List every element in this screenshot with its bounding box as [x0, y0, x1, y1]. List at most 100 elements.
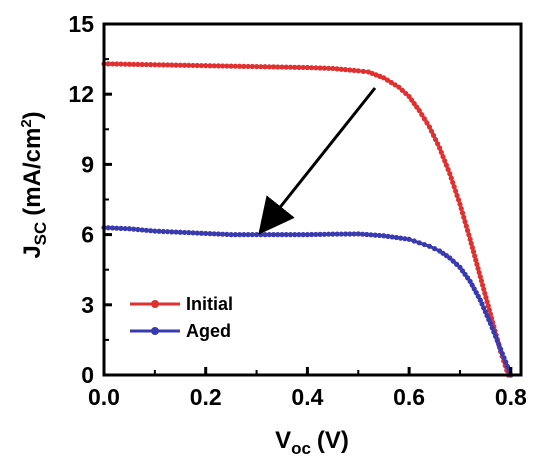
series-point-initial	[309, 65, 315, 71]
series-point-aged	[207, 231, 213, 237]
series-point-aged	[245, 232, 251, 238]
series-point-aged	[241, 232, 247, 238]
x-tick-label-3: 0.6	[393, 384, 425, 410]
series-point-aged	[135, 226, 141, 233]
y-axis-title-unit-pre: (mA/cm	[19, 128, 46, 216]
series-point-aged	[431, 246, 438, 252]
series-point-initial	[126, 61, 133, 67]
series-point-initial	[435, 141, 441, 147]
series-point-initial	[321, 65, 327, 71]
y-tick-label-3: 9	[81, 151, 94, 177]
x-axis-title-main: V	[275, 427, 291, 454]
series-point-initial	[241, 63, 247, 69]
legend: Initial Aged	[130, 294, 233, 341]
x-tick-label-4: 0.8	[495, 384, 527, 410]
series-point-aged	[249, 232, 255, 238]
series-point-aged	[224, 231, 230, 238]
series-point-aged	[381, 233, 387, 239]
series-point-initial	[485, 303, 491, 309]
series-point-aged	[481, 305, 487, 311]
series-point-initial	[249, 63, 255, 70]
series-point-initial	[432, 136, 439, 143]
y-tick-label-1: 3	[81, 292, 94, 318]
y-tick-label-4: 12	[68, 81, 94, 107]
series-point-aged	[105, 225, 111, 231]
series-point-aged	[152, 228, 158, 234]
series-point-initial	[198, 62, 205, 69]
series-point-aged	[330, 231, 336, 237]
series-point-aged	[484, 313, 490, 319]
series-line-aged	[103, 226, 513, 376]
series-point-aged	[501, 355, 507, 361]
series-point-aged	[296, 232, 302, 238]
series-point-initial	[454, 192, 460, 199]
series-point-initial	[105, 61, 111, 67]
series-point-initial	[399, 87, 405, 93]
y-axis-title-unit-post: )	[19, 111, 46, 119]
series-point-initial	[481, 286, 487, 292]
series-point-initial	[181, 62, 188, 68]
series-point-aged	[450, 258, 456, 264]
series-point-initial	[304, 64, 311, 71]
series-point-initial	[177, 62, 183, 68]
series-point-initial	[468, 240, 474, 247]
series-point-aged	[489, 325, 495, 331]
series-point-initial	[300, 64, 306, 71]
series-point-initial	[122, 61, 128, 67]
series-point-aged	[447, 255, 453, 261]
x-tick-label-1: 0.2	[190, 384, 222, 410]
series-point-initial	[428, 128, 435, 134]
series-point-initial	[211, 63, 217, 69]
series-point-initial	[437, 145, 443, 151]
series-point-initial	[477, 274, 483, 280]
series-point-aged	[338, 231, 344, 237]
legend-item-initial: Initial	[130, 294, 233, 314]
series-point-initial	[421, 116, 427, 122]
series-point-initial	[342, 67, 349, 73]
x-tick-label-0: 0.0	[88, 384, 120, 410]
series-point-aged	[122, 225, 128, 232]
series-point-initial	[381, 75, 387, 81]
y-axis-title-main: J	[19, 245, 46, 258]
legend-item-aged: Aged	[130, 321, 231, 341]
series-point-initial	[430, 132, 437, 138]
series-point-aged	[368, 232, 374, 238]
series-point-initial	[313, 65, 319, 71]
series-point-aged	[198, 230, 205, 236]
series-point-aged	[232, 232, 238, 238]
series-point-initial	[426, 124, 433, 130]
series-point-initial	[484, 299, 490, 305]
series-point-aged	[334, 231, 340, 237]
series-point-aged	[351, 231, 357, 237]
series-point-initial	[351, 67, 357, 74]
series-point-aged	[364, 231, 370, 238]
series-point-aged	[253, 232, 260, 238]
series-point-aged	[148, 228, 154, 234]
series-point-initial	[114, 61, 120, 67]
series-point-initial	[479, 282, 486, 288]
series-point-aged	[504, 363, 511, 370]
series-point-initial	[275, 64, 281, 70]
series-point-initial	[317, 65, 323, 71]
series-point-initial	[486, 307, 492, 313]
series-point-initial	[279, 64, 285, 70]
legend-label-aged: Aged	[186, 321, 231, 341]
series-point-initial	[472, 253, 478, 259]
series-point-initial	[457, 201, 463, 207]
series-point-aged	[126, 226, 133, 232]
series-point-aged	[398, 235, 404, 241]
series-point-initial	[330, 65, 336, 72]
series-point-initial	[440, 154, 446, 160]
series-point-aged	[300, 232, 306, 238]
series-point-initial	[483, 294, 489, 301]
series-point-aged	[237, 232, 243, 238]
series-point-aged	[173, 229, 179, 235]
series-point-initial	[160, 62, 166, 68]
series-point-aged	[347, 231, 353, 237]
series-point-aged	[220, 231, 226, 237]
series-point-initial	[355, 68, 361, 74]
series-point-aged	[143, 227, 149, 233]
series-point-initial	[232, 63, 238, 69]
series-point-aged	[402, 236, 408, 242]
series-point-aged	[215, 231, 222, 237]
